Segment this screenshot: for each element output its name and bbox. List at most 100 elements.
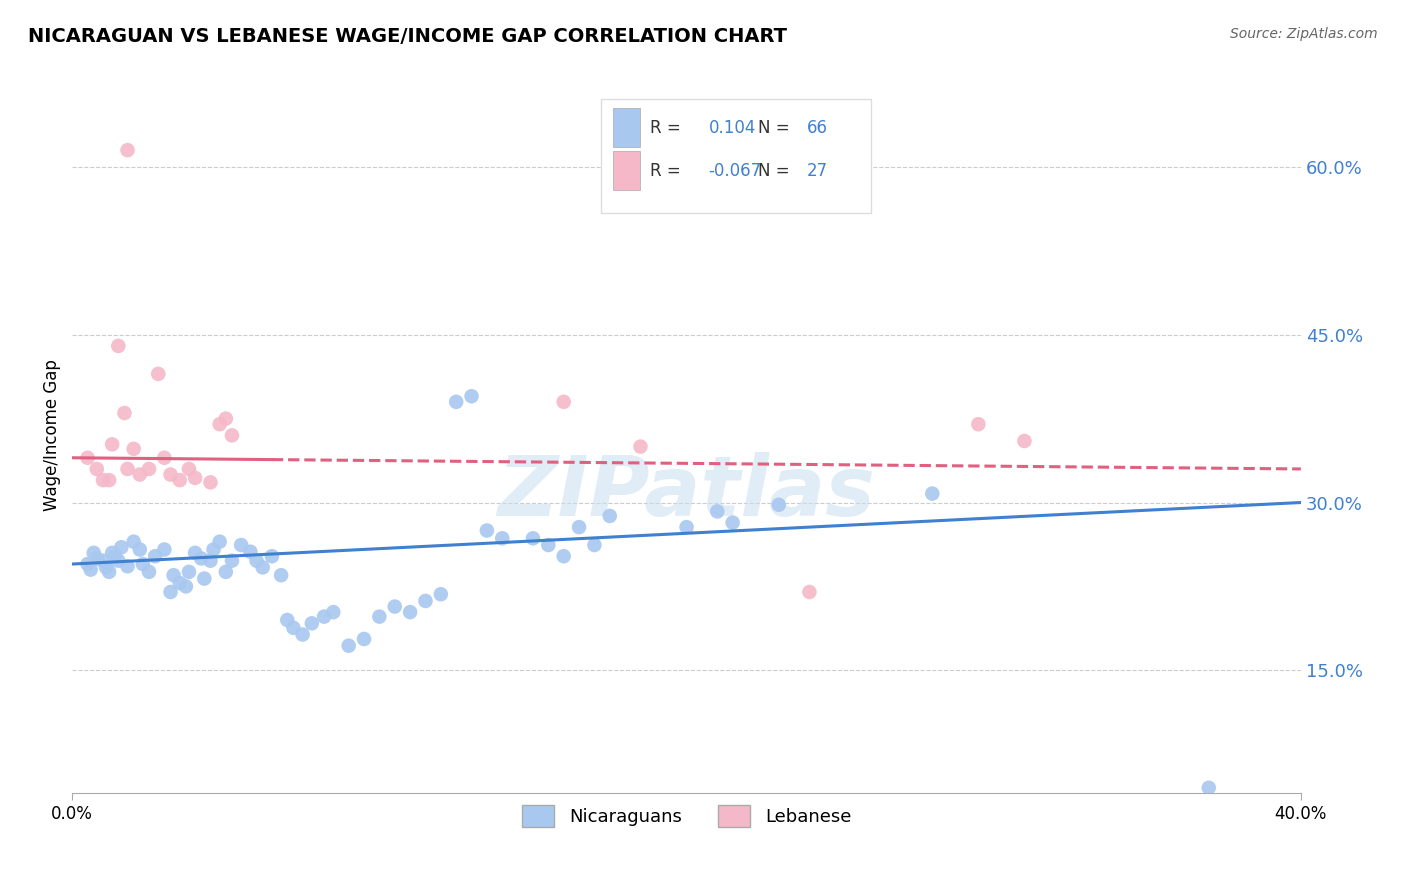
Point [768, 498, 790, 512]
Point [98, 473, 121, 487]
Point [177, 565, 200, 579]
Point [91, 473, 114, 487]
Point [138, 462, 160, 476]
Point [583, 538, 606, 552]
Point [128, 542, 150, 557]
Text: ZIPatlas: ZIPatlas [498, 452, 876, 533]
Point [184, 546, 207, 560]
Point [169, 473, 191, 487]
Point [184, 471, 207, 485]
Point [1198, 780, 1220, 795]
Point [128, 467, 150, 482]
Point [208, 417, 231, 432]
Point [200, 554, 222, 568]
Text: R =: R = [650, 161, 681, 179]
Point [475, 524, 498, 538]
Point [291, 627, 314, 641]
Point [86, 551, 108, 566]
Point [553, 549, 575, 564]
Point [322, 605, 344, 619]
Text: R =: R = [650, 119, 681, 136]
Point [337, 639, 360, 653]
Point [252, 560, 274, 574]
Point [221, 428, 243, 442]
Point [86, 462, 108, 476]
Point [76, 450, 98, 465]
Point [270, 568, 292, 582]
Point [104, 549, 127, 564]
Point [399, 605, 422, 619]
Point [162, 568, 184, 582]
Text: N =: N = [758, 161, 789, 179]
Point [143, 549, 166, 564]
Point [117, 462, 139, 476]
Point [101, 546, 124, 560]
Text: NICARAGUAN VS LEBANESE WAGE/INCOME GAP CORRELATION CHART: NICARAGUAN VS LEBANESE WAGE/INCOME GAP C… [28, 27, 787, 45]
Point [967, 417, 990, 432]
Point [122, 534, 145, 549]
Point [208, 534, 231, 549]
Point [94, 560, 117, 574]
Point [117, 143, 139, 157]
Point [553, 394, 575, 409]
Point [190, 551, 212, 566]
Point [215, 411, 238, 425]
Point [706, 504, 728, 518]
Point [630, 440, 652, 454]
Point [215, 565, 238, 579]
Legend: Nicaraguans, Lebanese: Nicaraguans, Lebanese [515, 798, 859, 834]
Point [599, 508, 621, 523]
Point [799, 585, 821, 599]
Point [522, 531, 544, 545]
Point [122, 442, 145, 456]
Point [91, 554, 114, 568]
Point [675, 520, 697, 534]
Point [117, 559, 139, 574]
Point [221, 554, 243, 568]
Point [368, 609, 391, 624]
FancyBboxPatch shape [600, 99, 870, 213]
Text: 27: 27 [807, 161, 828, 179]
Point [159, 585, 181, 599]
Point [260, 549, 283, 564]
Point [174, 579, 197, 593]
Text: Source: ZipAtlas.com: Source: ZipAtlas.com [1230, 27, 1378, 41]
FancyBboxPatch shape [613, 151, 640, 190]
Point [415, 594, 437, 608]
Point [79, 563, 101, 577]
Point [568, 520, 591, 534]
Point [76, 557, 98, 571]
Point [107, 339, 129, 353]
Point [138, 565, 160, 579]
FancyBboxPatch shape [613, 108, 640, 147]
Point [245, 554, 267, 568]
Point [314, 609, 336, 624]
Point [83, 546, 105, 560]
Point [107, 554, 129, 568]
Point [159, 467, 181, 482]
Point [101, 437, 124, 451]
Point [98, 565, 121, 579]
Point [283, 621, 305, 635]
Text: 66: 66 [807, 119, 828, 136]
Point [921, 486, 943, 500]
Point [721, 516, 744, 530]
Point [169, 576, 191, 591]
Point [153, 542, 176, 557]
Point [460, 389, 482, 403]
Point [444, 394, 467, 409]
Y-axis label: Wage/Income Gap: Wage/Income Gap [44, 359, 60, 511]
Point [153, 450, 176, 465]
Point [353, 632, 375, 646]
Point [114, 406, 136, 420]
Point [200, 475, 222, 490]
Point [239, 545, 262, 559]
Point [148, 367, 170, 381]
Point [301, 616, 323, 631]
Point [110, 541, 132, 555]
Point [132, 557, 155, 571]
Point [384, 599, 406, 614]
Point [177, 462, 200, 476]
Point [276, 613, 298, 627]
Point [231, 538, 253, 552]
